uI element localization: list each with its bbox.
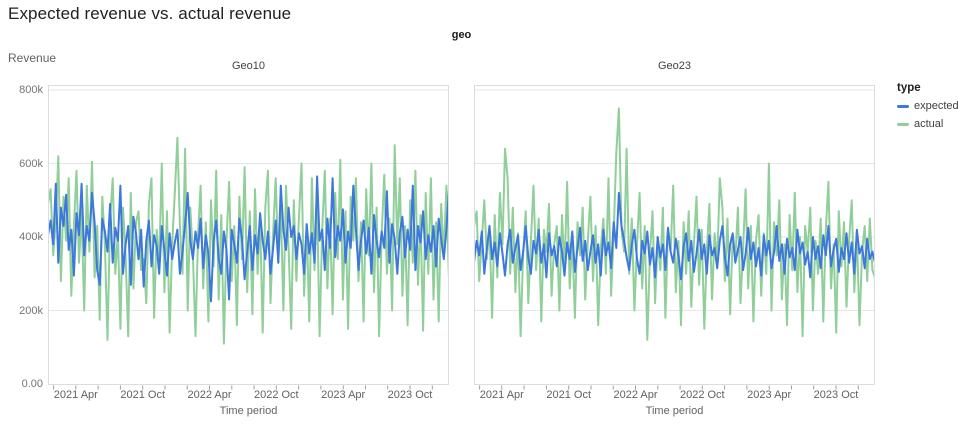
facet-geo10: Geo10 2021 Apr 2021 Oct 2022 Apr 2022 Oct 20… xyxy=(48,60,449,424)
y-tick-label: 400k xyxy=(19,231,43,243)
facet-geo23: Geo23 2021 Apr 2021 Oct 2022 Apr 2022 Oct 20… xyxy=(474,60,875,424)
x-tick-label: 2021 Oct xyxy=(546,389,592,401)
x-tick-label: 2022 Oct xyxy=(679,389,725,401)
facet-title-geo23: Geo23 xyxy=(657,60,692,72)
y-tick-label: 800k xyxy=(19,84,43,96)
x-tick-label: 2021 Oct xyxy=(120,389,166,401)
x-tick-label: 2023 Apr xyxy=(321,389,366,401)
legend-item-expected[interactable]: expected xyxy=(897,100,958,113)
x-tick-label: 2023 Oct xyxy=(387,389,433,401)
y-axis-title: Revenue xyxy=(8,51,57,65)
legend-swatch-actual xyxy=(897,123,909,126)
x-axis-labels-geo10: 2021 Apr 2021 Oct 2022 Apr 2022 Oct 2023 Apr… xyxy=(48,389,449,403)
plot-geo10[interactable] xyxy=(48,85,449,391)
y-tick-label: 600k xyxy=(19,157,43,170)
x-tick-label: 2023 Apr xyxy=(747,389,792,401)
x-tick-label: 2022 Apr xyxy=(613,389,658,401)
page-title: Expected revenue vs. actual revenue xyxy=(8,4,292,23)
x-tick-label: 2023 Oct xyxy=(813,389,859,401)
legend: type expected actual xyxy=(897,82,958,136)
x-axis-title-geo10: Time period xyxy=(219,405,278,417)
facet-title-geo10: Geo10 xyxy=(231,60,266,72)
legend-swatch-expected xyxy=(897,105,909,108)
x-tick-label: 2022 Apr xyxy=(187,389,232,401)
facet-field-label: geo xyxy=(451,29,472,41)
y-tick-label: 200k xyxy=(19,304,43,317)
x-axis-title-geo23: Time period xyxy=(645,405,704,417)
x-tick-label: 2021 Apr xyxy=(479,389,524,401)
x-tick-label: 2021 Apr xyxy=(53,389,98,401)
plot-geo23[interactable] xyxy=(474,85,875,391)
x-axis-labels-geo23: 2021 Apr 2021 Oct 2022 Apr 2022 Oct 2023 Apr… xyxy=(474,389,875,403)
legend-item-actual[interactable]: actual xyxy=(897,118,958,131)
legend-title: type xyxy=(897,82,921,94)
y-axis-labels: 0.00 200k 400k 600k 800k xyxy=(0,84,43,391)
y-tick-label: 0.00 xyxy=(21,378,43,390)
legend-label-expected: expected xyxy=(914,100,958,112)
legend-label-actual: actual xyxy=(914,118,944,130)
x-tick-label: 2022 Oct xyxy=(253,389,299,401)
